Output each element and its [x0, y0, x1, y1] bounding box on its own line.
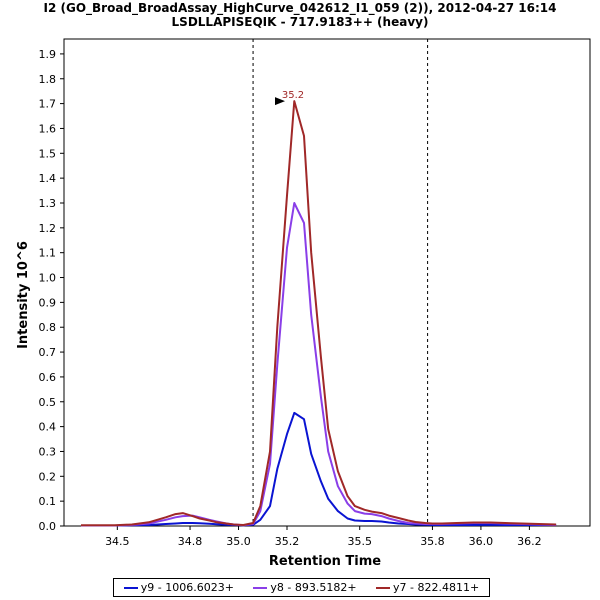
y-tick-label: 1.3 — [39, 197, 57, 210]
x-tick-label: 36.0 — [469, 535, 494, 548]
peak-arrow-icon — [275, 97, 286, 106]
y-tick-label: 0.6 — [39, 371, 57, 384]
x-tick-label: 35.5 — [347, 535, 372, 548]
legend-line-icon — [123, 586, 138, 589]
y-tick-label: 1.4 — [39, 172, 57, 185]
legend-line-icon — [376, 586, 391, 589]
x-tick-label: 35.2 — [275, 535, 300, 548]
peak-label: 35.2 — [282, 90, 304, 101]
y-tick-label: 1.8 — [39, 73, 57, 86]
y-tick-label: 0.1 — [39, 495, 57, 508]
y-tick-label: 1.6 — [39, 122, 57, 135]
y-tick-label: 0.7 — [39, 346, 57, 359]
legend-line-icon — [253, 586, 268, 589]
legend-label: y8 - 893.5182+ — [270, 581, 357, 594]
chart-subtitle: LSDLLAPISEQIK - 717.9183++ (heavy) — [171, 15, 429, 29]
x-tick-label: 35.8 — [420, 535, 445, 548]
x-tick-label: 35.0 — [226, 535, 251, 548]
y-tick-label: 1.2 — [39, 222, 57, 235]
legend-item: y9 - 1006.6023+ — [123, 581, 234, 594]
series-line — [81, 100, 557, 527]
y-tick-label: 1.7 — [39, 98, 57, 111]
y-tick-label: 0.9 — [39, 296, 57, 309]
y-axis-label: Intensity 10^6 — [16, 241, 31, 349]
y-tick-label: 0.5 — [39, 396, 57, 409]
chart-legend: y9 - 1006.6023+ y8 - 893.5182+ y7 - 822.48… — [113, 578, 490, 597]
legend-label: y9 - 1006.6023+ — [140, 581, 234, 594]
y-tick-label: 0.8 — [39, 321, 57, 334]
y-tick-label: 1.0 — [39, 272, 57, 285]
legend-item: y7 - 822.4811+ — [376, 581, 479, 594]
y-tick-label: 0.2 — [39, 470, 57, 483]
chart-title: I2 (GO_Broad_BroadAssay_HighCurve_042612… — [43, 1, 557, 15]
y-tick-label: 0.0 — [39, 520, 57, 533]
x-tick-label: 34.5 — [105, 535, 130, 548]
x-tick-label: 34.8 — [178, 535, 203, 548]
y-tick-label: 1.5 — [39, 147, 57, 160]
y-tick-label: 0.4 — [39, 421, 57, 434]
y-tick-label: 0.3 — [39, 445, 57, 458]
legend-item: y8 - 893.5182+ — [253, 581, 357, 594]
y-tick-label: 1.9 — [39, 48, 57, 61]
legend-label: y7 - 822.4811+ — [393, 581, 480, 594]
x-tick-label: 36.2 — [517, 535, 542, 548]
x-axis-label: Retention Time — [269, 554, 381, 569]
plot-frame — [63, 38, 591, 527]
y-tick-label: 1.1 — [39, 247, 57, 260]
